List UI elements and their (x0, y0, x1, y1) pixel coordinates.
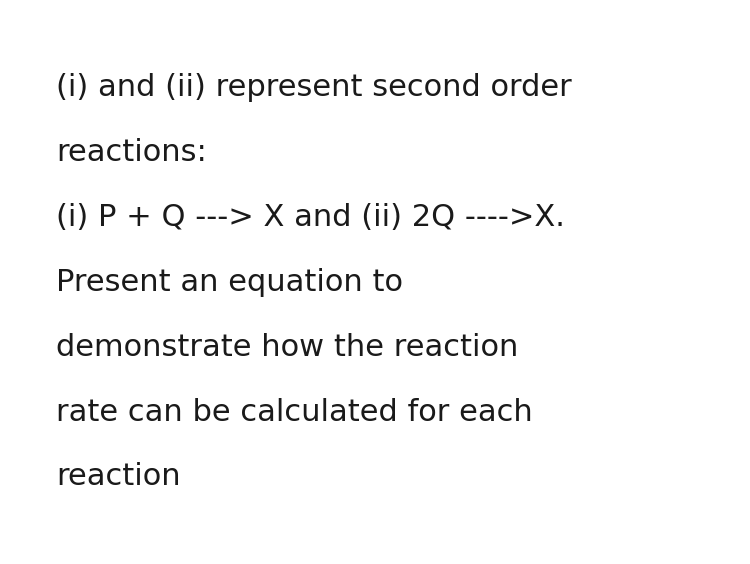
Text: reaction: reaction (56, 462, 181, 491)
Text: Present an equation to: Present an equation to (56, 268, 404, 297)
Text: demonstrate how the reaction: demonstrate how the reaction (56, 333, 519, 362)
Text: rate can be calculated for each: rate can be calculated for each (56, 398, 533, 426)
Text: (i) P + Q ---> X and (ii) 2Q ---->X.: (i) P + Q ---> X and (ii) 2Q ---->X. (56, 203, 566, 232)
Text: (i) and (ii) represent second order: (i) and (ii) represent second order (56, 73, 572, 102)
Text: reactions:: reactions: (56, 138, 207, 167)
